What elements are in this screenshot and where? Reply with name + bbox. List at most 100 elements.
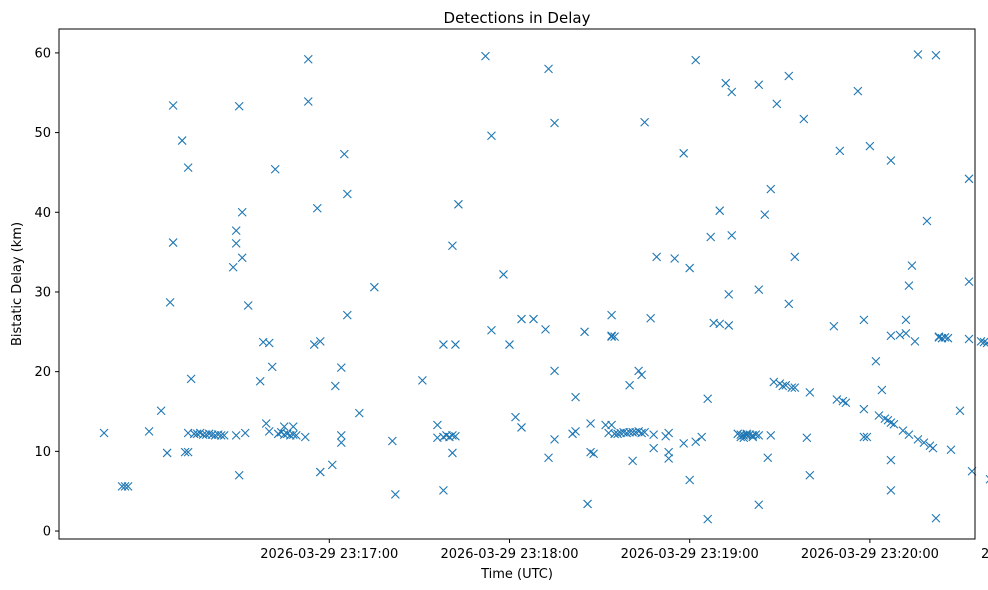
data-point-marker xyxy=(288,430,298,439)
data-point-marker xyxy=(787,383,797,392)
data-point-marker xyxy=(309,340,319,349)
data-point-marker xyxy=(336,431,346,440)
data-point-marker xyxy=(165,297,175,307)
data-point-marker xyxy=(439,486,448,495)
data-point-marker xyxy=(784,299,794,309)
data-point-marker xyxy=(637,428,647,438)
data-point-marker xyxy=(312,203,322,213)
data-point-marker xyxy=(907,261,917,271)
data-point-marker xyxy=(234,470,244,480)
data-point-marker xyxy=(874,411,884,420)
x-tick-label: 2026-03-29 23:19:00 xyxy=(621,547,759,562)
data-point-marker xyxy=(664,428,674,438)
data-point-marker xyxy=(778,381,788,391)
data-point-marker xyxy=(910,336,920,346)
data-point-marker xyxy=(901,329,911,338)
x-tick-label: 2026-03-29 23:18:00 xyxy=(440,547,578,562)
data-point-marker xyxy=(583,499,592,509)
data-point-marker xyxy=(270,164,280,174)
y-axis-label: Bistatic Delay (km) xyxy=(10,222,25,346)
data-point-marker xyxy=(697,432,707,442)
data-point-marker xyxy=(640,117,650,127)
data-point-marker xyxy=(607,332,616,341)
data-point-marker xyxy=(204,429,214,439)
data-point-marker xyxy=(237,253,247,263)
data-point-marker xyxy=(835,146,845,156)
data-point-marker xyxy=(499,270,508,279)
data-point-marker xyxy=(946,445,956,455)
data-point-marker xyxy=(871,356,881,366)
data-point-marker xyxy=(766,431,776,440)
plot-marks xyxy=(99,50,988,524)
data-point-marker xyxy=(931,50,941,60)
data-point-marker xyxy=(544,64,553,74)
data-point-marker xyxy=(439,340,448,349)
x-axis: 2026-03-29 23:17:00 2026-03-29 23:18:00 20… xyxy=(260,539,988,562)
data-point-marker xyxy=(607,420,616,430)
data-point-marker xyxy=(802,433,812,443)
data-point-marker xyxy=(487,131,496,141)
data-point-marker xyxy=(99,428,109,438)
x-tick-label: 2026-03-29 23:20:00 xyxy=(801,547,939,562)
data-point-marker xyxy=(586,419,595,428)
data-point-marker xyxy=(649,443,659,453)
data-point-marker xyxy=(781,380,791,390)
data-point-marker xyxy=(144,427,154,436)
data-point-marker xyxy=(832,395,842,404)
data-point-marker xyxy=(183,163,193,173)
data-point-marker xyxy=(703,514,713,524)
data-point-marker xyxy=(607,331,616,341)
data-point-marker xyxy=(724,289,734,299)
data-point-marker xyxy=(886,455,896,465)
y-tick-label: 20 xyxy=(34,365,51,380)
data-point-marker xyxy=(390,489,400,499)
data-point-marker xyxy=(300,432,310,442)
data-point-marker xyxy=(451,340,460,349)
data-point-marker xyxy=(637,370,647,380)
data-point-marker xyxy=(727,87,737,97)
data-point-marker xyxy=(261,419,271,428)
data-point-marker xyxy=(742,429,752,439)
data-point-marker xyxy=(754,431,764,440)
y-axis: 0 10 20 30 40 50 60 xyxy=(34,46,59,540)
data-point-marker xyxy=(228,262,238,272)
data-point-marker xyxy=(628,456,638,466)
data-point-marker xyxy=(550,435,559,444)
data-point-marker xyxy=(724,321,734,330)
data-point-marker xyxy=(279,422,289,432)
data-point-marker xyxy=(784,71,794,81)
data-point-marker xyxy=(964,174,974,184)
data-point-marker xyxy=(303,97,313,106)
data-point-marker xyxy=(589,449,598,459)
data-point-marker xyxy=(219,431,229,440)
data-point-marker xyxy=(790,383,800,392)
data-point-marker xyxy=(315,467,325,477)
data-point-marker xyxy=(613,429,622,439)
data-point-marker xyxy=(859,315,869,325)
y-tick-label: 60 xyxy=(34,46,51,61)
data-point-marker xyxy=(342,310,352,320)
data-point-marker xyxy=(922,216,932,226)
data-point-marker xyxy=(886,486,896,495)
data-point-marker xyxy=(580,327,589,337)
data-point-marker xyxy=(120,482,130,491)
y-tick-label: 50 xyxy=(34,126,51,141)
data-point-marker xyxy=(859,404,869,414)
data-point-marker xyxy=(955,406,965,416)
data-point-marker xyxy=(664,447,674,457)
data-point-marker xyxy=(754,285,764,294)
data-point-marker xyxy=(964,277,974,286)
data-point-marker xyxy=(240,428,250,438)
data-point-marker xyxy=(904,281,914,290)
data-point-marker xyxy=(772,99,782,109)
data-point-marker xyxy=(715,206,725,216)
data-point-marker xyxy=(754,80,764,90)
data-point-marker xyxy=(550,366,559,376)
data-point-marker xyxy=(264,338,274,348)
data-point-marker xyxy=(451,431,460,441)
data-point-marker xyxy=(940,333,950,342)
data-point-marker xyxy=(177,136,187,145)
data-point-marker xyxy=(243,301,253,310)
data-point-marker xyxy=(805,470,815,480)
